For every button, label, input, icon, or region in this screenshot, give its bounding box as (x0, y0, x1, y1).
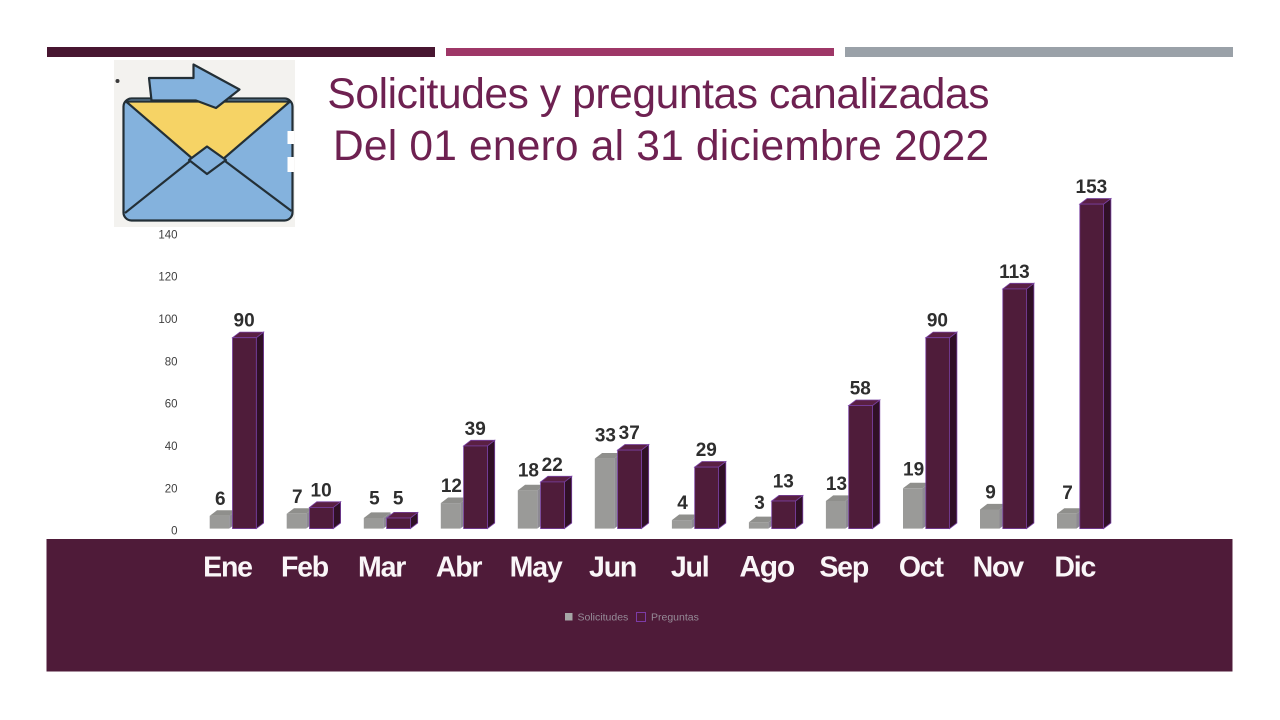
svg-text:Abr: Abr (436, 552, 483, 584)
svg-text:40: 40 (165, 441, 178, 453)
svg-text:39: 39 (465, 419, 486, 440)
svg-text:140: 140 (158, 229, 177, 241)
svg-text:4: 4 (677, 493, 688, 514)
svg-text:60: 60 (165, 399, 178, 411)
svg-text:18: 18 (518, 460, 539, 481)
svg-text:12: 12 (441, 476, 462, 497)
svg-text:90: 90 (927, 311, 948, 332)
svg-text:Feb: Feb (281, 552, 329, 584)
svg-text:113: 113 (999, 262, 1030, 283)
svg-text:7: 7 (1062, 483, 1073, 504)
svg-text:5: 5 (393, 489, 404, 510)
svg-text:58: 58 (850, 379, 871, 400)
svg-text:Preguntas: Preguntas (651, 612, 699, 624)
svg-text:3: 3 (754, 493, 765, 514)
svg-text:0: 0 (171, 526, 177, 538)
svg-text:100: 100 (158, 314, 177, 326)
svg-text:80: 80 (165, 356, 178, 368)
svg-text:9: 9 (985, 483, 996, 504)
svg-text:May: May (510, 552, 563, 584)
svg-text:120: 120 (158, 272, 177, 284)
svg-text:37: 37 (619, 423, 640, 444)
svg-text:Solicitudes: Solicitudes (578, 612, 629, 624)
svg-text:22: 22 (542, 455, 563, 476)
svg-text:Ago: Ago (739, 551, 795, 584)
svg-text:153: 153 (1076, 177, 1108, 198)
svg-text:Mar: Mar (358, 552, 406, 584)
svg-text:90: 90 (234, 311, 255, 332)
svg-text:7: 7 (292, 487, 303, 508)
svg-text:13: 13 (826, 474, 847, 495)
svg-text:10: 10 (311, 480, 332, 501)
svg-text:Jul: Jul (671, 552, 709, 584)
svg-text:6: 6 (215, 489, 226, 510)
svg-text:Dic: Dic (1054, 552, 1096, 584)
svg-text:20: 20 (165, 483, 178, 495)
svg-text:Oct: Oct (899, 552, 945, 584)
svg-text:Jun: Jun (589, 552, 636, 584)
svg-text:Sep: Sep (819, 552, 868, 584)
svg-text:Nov: Nov (973, 552, 1025, 584)
svg-text:5: 5 (369, 489, 380, 510)
svg-text:33: 33 (595, 426, 616, 447)
svg-text:13: 13 (773, 472, 794, 493)
svg-text:Ene: Ene (203, 552, 252, 584)
svg-text:19: 19 (903, 459, 924, 480)
svg-text:29: 29 (696, 440, 717, 461)
